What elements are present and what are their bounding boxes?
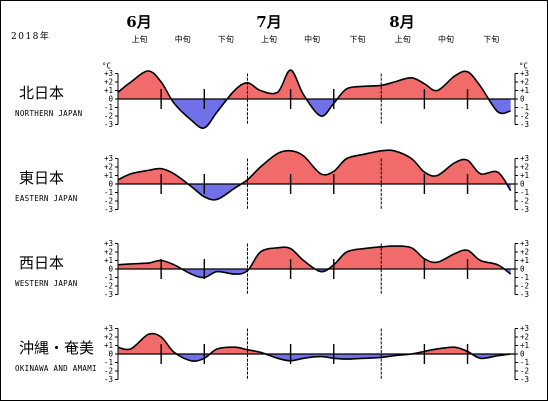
y-tick-label: -3 — [520, 290, 529, 299]
region-name: 西日本 — [19, 254, 64, 272]
y-tick-label: +2 — [104, 248, 113, 257]
y-tick-label: +2 — [104, 333, 113, 342]
anomaly-line — [117, 69, 511, 129]
y-tick-label: 0 — [108, 95, 113, 104]
unit-label: °C — [519, 62, 528, 71]
y-tick-label: -2 — [104, 197, 113, 206]
y-tick-label: +1 — [104, 86, 113, 95]
y-tick-label: 0 — [108, 350, 113, 359]
y-tick-label: -1 — [104, 358, 113, 367]
y-tick-label: 0 — [520, 350, 525, 359]
y-tick-label: -2 — [520, 112, 529, 121]
region-name-en: EASTERN JAPAN — [15, 194, 78, 203]
y-tick-label: +1 — [104, 341, 113, 350]
y-tick-label: +2 — [104, 78, 113, 87]
dekad-label: 中旬 — [175, 34, 191, 44]
y-tick-label: 0 — [520, 95, 525, 104]
positive-anomaly-area — [118, 246, 511, 269]
dekad-label: 下旬 — [349, 34, 365, 44]
y-tick-label: +1 — [520, 86, 529, 95]
y-tick-label: -1 — [104, 273, 113, 282]
positive-anomaly-area — [118, 150, 511, 184]
negative-anomaly-area — [118, 184, 511, 200]
dekad-label: 中旬 — [438, 34, 454, 44]
month-label-june: 6月 — [126, 13, 151, 31]
y-tick-label: +2 — [520, 333, 529, 342]
y-tick-label: +3 — [104, 69, 113, 78]
y-tick-label: +3 — [520, 239, 529, 248]
month-label-july: 7月 — [256, 13, 281, 31]
y-tick-label: -1 — [104, 188, 113, 197]
y-tick-label: -3 — [520, 120, 529, 129]
anomaly-line — [117, 245, 512, 279]
dekad-label: 上旬 — [395, 34, 411, 44]
region-name: 北日本 — [19, 84, 64, 102]
negative-anomaly-area — [118, 99, 511, 129]
y-tick-label: -3 — [104, 375, 113, 384]
y-tick-label: 0 — [108, 265, 113, 274]
y-tick-label: -3 — [104, 120, 113, 129]
y-tick-label: -2 — [520, 367, 529, 376]
y-tick-label: +1 — [520, 256, 529, 265]
y-tick-label: -1 — [520, 273, 529, 282]
region-name-en: OKINAWA AND AMAMI — [15, 364, 97, 373]
y-tick-label: +1 — [520, 171, 529, 180]
y-tick-label: -3 — [520, 375, 529, 384]
y-tick-label: -1 — [520, 103, 529, 112]
y-tick-label: +1 — [104, 171, 113, 180]
y-tick-label: -1 — [104, 103, 113, 112]
negative-anomaly-area — [118, 354, 511, 362]
y-tick-label: -2 — [520, 197, 529, 206]
y-tick-label: +2 — [520, 78, 529, 87]
y-tick-label: 0 — [520, 180, 525, 189]
y-tick-label: -3 — [104, 205, 113, 214]
y-tick-label: +3 — [520, 154, 529, 163]
region-name-en: NORTHERN JAPAN — [15, 109, 82, 118]
y-tick-label: -1 — [520, 188, 529, 197]
y-tick-label: +3 — [104, 239, 113, 248]
y-tick-label: -3 — [104, 290, 113, 299]
anomaly-line — [117, 332, 511, 362]
region-name: 東日本 — [19, 169, 64, 187]
positive-anomaly-area — [118, 70, 511, 99]
region-name-en: WESTERN JAPAN — [15, 279, 78, 288]
y-tick-label: +2 — [520, 248, 529, 257]
y-tick-label: +3 — [104, 154, 113, 163]
y-tick-label: +2 — [104, 163, 113, 172]
dekad-label: 上旬 — [261, 34, 277, 44]
y-tick-label: +1 — [104, 256, 113, 265]
anomaly-line — [117, 149, 512, 201]
region-panel: -3-2-10+1+2+3°C-3-2-10+1+2+3°C北日本NORTHER… — [15, 62, 529, 130]
dekad-label: 中旬 — [304, 34, 320, 44]
y-tick-label: -1 — [520, 358, 529, 367]
y-tick-label: -2 — [104, 282, 113, 291]
region-name: 沖縄・奄美 — [19, 339, 94, 357]
dekad-label: 下旬 — [483, 34, 499, 44]
y-tick-label: -2 — [520, 282, 529, 291]
month-label-august: 8月 — [389, 13, 414, 31]
y-tick-label: -3 — [520, 205, 529, 214]
year-label: 2018年 — [11, 30, 50, 42]
y-tick-label: -2 — [104, 112, 113, 121]
y-tick-label: 0 — [108, 180, 113, 189]
unit-label: °C — [102, 62, 111, 71]
y-tick-label: +1 — [520, 341, 529, 350]
y-tick-label: 0 — [520, 265, 525, 274]
y-tick-label: +3 — [104, 324, 113, 333]
y-tick-label: +3 — [520, 69, 529, 78]
dekad-label: 下旬 — [218, 34, 234, 44]
y-tick-label: -2 — [104, 367, 113, 376]
y-tick-label: +2 — [520, 163, 529, 172]
y-tick-label: +3 — [520, 324, 529, 333]
dekad-label: 上旬 — [132, 34, 148, 44]
